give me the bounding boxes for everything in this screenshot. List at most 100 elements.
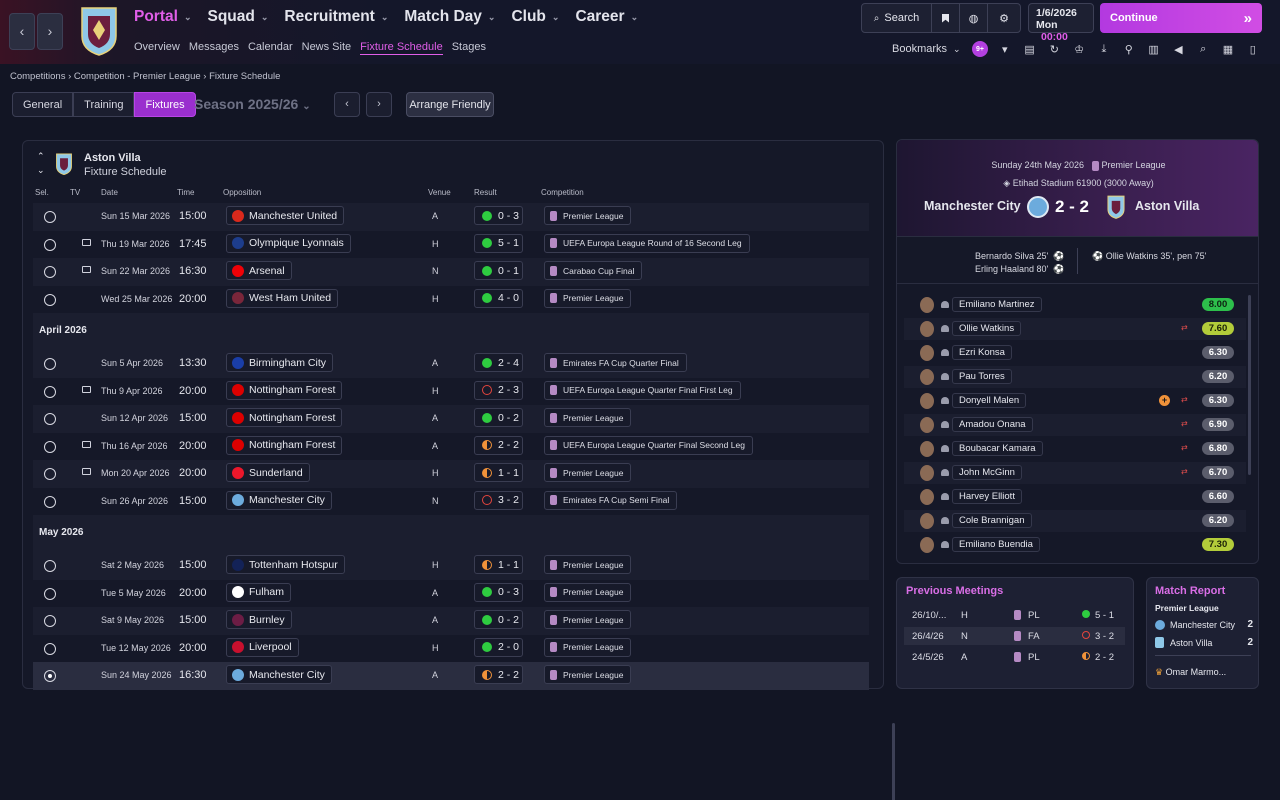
opposition-button[interactable]: Nottingham Forest	[226, 408, 343, 427]
fixture-row[interactable]: Mon 20 Apr 2026 20:00 Sunderland H 1 - 1 Prem…	[33, 460, 869, 488]
subnav-overview[interactable]: Overview	[134, 41, 180, 53]
select-radio[interactable]	[44, 642, 56, 655]
opposition-button[interactable]: Manchester City	[226, 665, 332, 684]
competition-button[interactable]: Carabao Cup Final	[544, 261, 643, 280]
document-icon[interactable]: ▥	[1148, 43, 1159, 56]
meeting-row[interactable]: 24/5/26 A PL 2 - 2	[904, 648, 1125, 666]
competition-button[interactable]: Emirates FA Cup Semi Final	[544, 490, 678, 510]
competition-button[interactable]: Premier League	[544, 637, 632, 657]
fixture-row[interactable]: Sun 5 Apr 2026 13:30 Birmingham City A 2 - 4…	[33, 350, 869, 378]
collapse-up-icon[interactable]: ⌃	[37, 151, 45, 161]
back-button[interactable]: ‹	[9, 13, 35, 50]
player-row[interactable]: Boubacar Kamara ⇄ 6.80	[904, 438, 1246, 460]
player-name[interactable]: Donyell Malen	[952, 393, 1027, 408]
meeting-row[interactable]: 26/4/26 N FA 3 - 2	[904, 627, 1125, 645]
opposition-button[interactable]: Manchester City	[226, 490, 332, 510]
subnav-stages[interactable]: Stages	[451, 41, 486, 53]
select-radio[interactable]	[44, 211, 56, 223]
subnav-messages[interactable]: Messages	[188, 41, 239, 53]
opposition-button[interactable]: Burnley	[226, 610, 292, 629]
search-button[interactable]: ⌕ Search	[862, 4, 932, 32]
inbox-icon[interactable]: 9+	[972, 41, 988, 57]
player-row[interactable]: Ollie Watkins ⇄ 7.60	[904, 318, 1246, 340]
shirt-icon[interactable]: ▾	[1002, 43, 1008, 56]
bookmarks-dropdown[interactable]: Bookmarks ⌄	[892, 43, 961, 55]
result-button[interactable]: 2 - 4	[474, 353, 523, 372]
result-button[interactable]: 2 - 2	[474, 665, 523, 684]
player-row[interactable]: Donyell Malen + ⇄ 6.30	[904, 390, 1246, 412]
competition-button[interactable]: Premier League	[544, 555, 632, 574]
player-row[interactable]: Pau Torres 6.20	[904, 366, 1246, 388]
player-row[interactable]: Cole Brannigan 6.20	[904, 510, 1246, 532]
player-name[interactable]: Ollie Watkins	[952, 321, 1022, 336]
player-name[interactable]: John McGinn	[952, 465, 1022, 480]
player-row[interactable]: John McGinn ⇄ 6.70	[904, 462, 1246, 484]
player-name[interactable]: Boubacar Kamara	[952, 441, 1043, 456]
result-button[interactable]: 0 - 2	[474, 610, 523, 629]
opposition-button[interactable]: Manchester United	[226, 206, 345, 225]
col-header-time[interactable]: Time	[177, 188, 195, 197]
contract-icon[interactable]: ▤	[1024, 43, 1035, 56]
tab-training[interactable]: Training	[73, 92, 135, 117]
opposition-button[interactable]: Tottenham Hotspur	[226, 555, 345, 574]
opposition-button[interactable]: Nottingham Forest	[226, 435, 343, 455]
result-button[interactable]: 2 - 0	[474, 637, 523, 657]
fixture-row[interactable]: Sun 12 Apr 2026 15:00 Nottingham Forest A 0 …	[33, 405, 869, 433]
breadcrumb-item[interactable]: Competitions	[10, 71, 66, 82]
previous-meetings-title[interactable]: Previous Meetings	[906, 585, 1004, 597]
continue-button[interactable]: Continue »	[1100, 3, 1262, 33]
opposition-button[interactable]: Birmingham City	[226, 353, 334, 372]
select-radio[interactable]	[44, 266, 56, 278]
player-row[interactable]: Ezri Konsa 6.30	[904, 342, 1246, 364]
player-row[interactable]: Emiliano Buendia 7.30	[904, 534, 1246, 556]
fixture-row[interactable]: Sat 9 May 2026 15:00 Burnley A 0 - 2 Premier …	[33, 607, 869, 635]
competition-button[interactable]: Premier League	[544, 408, 632, 427]
select-radio[interactable]	[44, 587, 56, 600]
competition-button[interactable]: UEFA Europa League Round of 16 Second Le…	[544, 233, 750, 253]
refresh-icon[interactable]: ↻	[1049, 43, 1059, 56]
nav-squad[interactable]: Squad ⌄	[207, 8, 269, 25]
competition-button[interactable]: UEFA Europa League Quarter Final First L…	[544, 380, 741, 400]
select-radio[interactable]	[44, 238, 56, 251]
competition-button[interactable]: Premier League	[544, 582, 632, 602]
player-name[interactable]: Harvey Elliott	[952, 489, 1022, 504]
select-radio[interactable]	[44, 358, 56, 370]
scrollbar[interactable]	[1248, 295, 1251, 475]
fixture-row[interactable]: Tue 5 May 2026 20:00 Fulham A 0 - 3 Premier L…	[33, 580, 869, 608]
select-radio[interactable]	[44, 468, 56, 480]
player-name[interactable]: Ezri Konsa	[952, 345, 1012, 360]
result-button[interactable]: 0 - 3	[474, 582, 523, 602]
prev-season-button[interactable]: ‹	[334, 92, 360, 117]
fixture-row[interactable]: Thu 9 Apr 2026 20:00 Nottingham Forest H 2 -…	[33, 378, 869, 406]
fixture-row[interactable]: Sun 15 Mar 2026 15:00 Manchester United A 0 …	[33, 203, 869, 231]
select-radio[interactable]	[44, 413, 56, 425]
opposition-button[interactable]: Fulham	[226, 582, 292, 602]
season-dropdown[interactable]: Season 2025/26 ⌄	[194, 96, 311, 112]
subnav-news-site[interactable]: News Site	[301, 41, 352, 53]
competition-button[interactable]: Premier League	[544, 665, 632, 684]
meeting-row[interactable]: 26/10/... H PL 5 - 1	[904, 606, 1125, 624]
next-season-button[interactable]: ›	[366, 92, 392, 117]
tab-fixtures[interactable]: Fixtures	[134, 92, 196, 117]
player-name[interactable]: Amadou Onana	[952, 417, 1033, 432]
club-crest-icon[interactable]	[80, 6, 118, 56]
match-report-panel[interactable]: Match Report Premier League Manchester C…	[1146, 577, 1259, 689]
opposition-button[interactable]: Sunderland	[226, 463, 310, 482]
fixture-row[interactable]: Sun 22 Mar 2026 16:30 Arsenal N 0 - 1 Carabao…	[33, 258, 869, 286]
player-row[interactable]: Amadou Onana ⇄ 6.90	[904, 414, 1246, 436]
megaphone-icon[interactable]: ◀	[1174, 43, 1183, 56]
col-header-competition[interactable]: Competition	[541, 188, 584, 197]
select-radio[interactable]	[44, 293, 56, 306]
select-radio[interactable]	[44, 495, 56, 508]
col-header-date[interactable]: Date	[101, 188, 118, 197]
trophy-icon[interactable]: ♔	[1074, 43, 1085, 56]
competition-button[interactable]: Emirates FA Cup Quarter Final	[544, 353, 687, 372]
expand-down-icon[interactable]: ⌄	[37, 165, 45, 175]
player-name[interactable]: Pau Torres	[952, 369, 1012, 384]
competition-button[interactable]: Premier League	[544, 610, 632, 629]
select-radio[interactable]	[44, 440, 56, 453]
player-name[interactable]: Cole Brannigan	[952, 513, 1032, 528]
fixture-row[interactable]: Thu 19 Mar 2026 17:45 Olympique Lyonnais H 5…	[33, 231, 869, 259]
player-row[interactable]: Emiliano Martinez 8.00	[904, 294, 1246, 316]
fixture-row[interactable]: Sun 26 Apr 2026 15:00 Manchester City N 3 - …	[33, 488, 869, 516]
